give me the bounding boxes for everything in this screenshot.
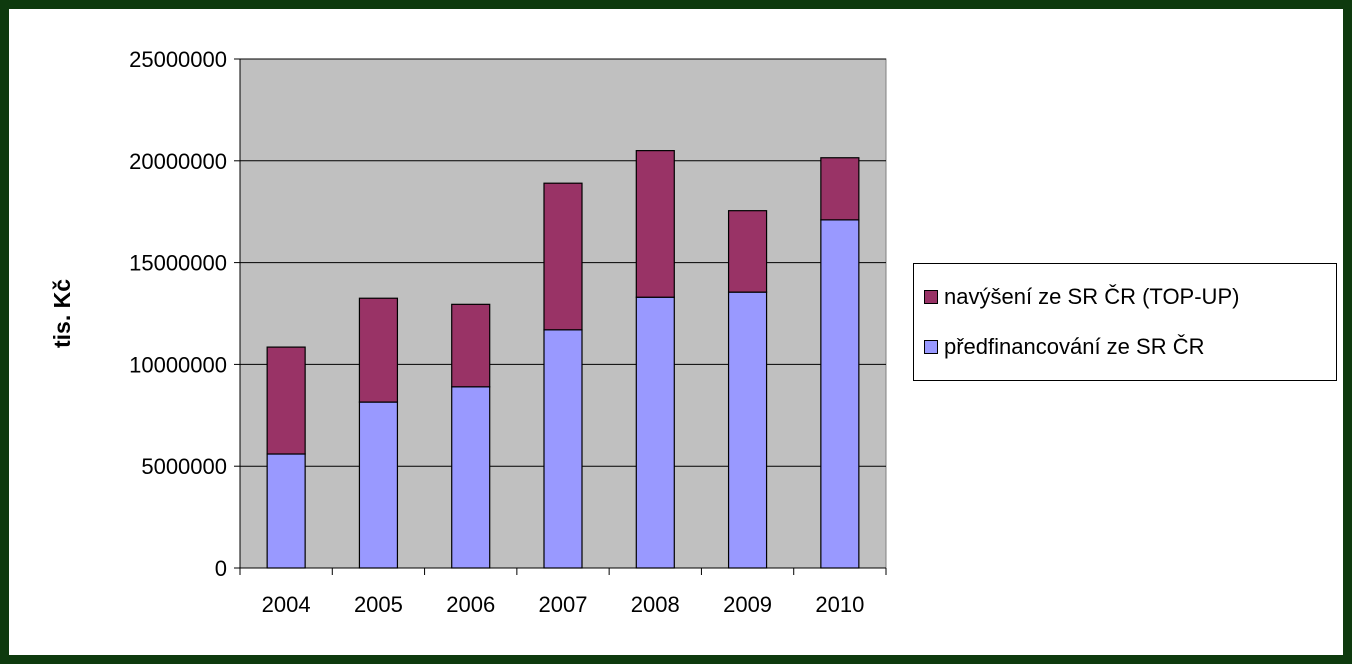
bar-top-up-2007 — [543, 182, 583, 331]
y-tick-label-4: 20000000 — [129, 149, 227, 174]
bar-top-up-2008 — [635, 150, 675, 298]
legend-swatch-prefinancing — [924, 340, 938, 354]
y-axis-title: tis. Kč — [49, 279, 75, 348]
x-tick-label-2004: 2004 — [262, 592, 311, 617]
bar-prefinancing-2010 — [820, 219, 860, 569]
bar-top-up-2006 — [451, 303, 491, 388]
bar-top-up-2005 — [358, 297, 399, 403]
legend-item-top-up: navýšení ze SR ČR (TOP-UP) — [924, 282, 1239, 312]
bar-top-up-2010 — [820, 157, 860, 221]
x-tick-label-2006: 2006 — [446, 592, 495, 617]
y-tick-label-5: 25000000 — [129, 47, 227, 72]
bar-prefinancing-2006 — [451, 386, 491, 569]
bar-prefinancing-2009 — [727, 291, 768, 569]
bar-chart: 0 5000000 10000000 15000000 20000000 25000000… — [49, 47, 887, 617]
legend-item-prefinancing: předfinancování ze SR ČR — [924, 332, 1204, 362]
bar-top-up-2004 — [266, 346, 306, 455]
x-tick-label-2010: 2010 — [815, 592, 864, 617]
x-tick-label-2007: 2007 — [539, 592, 588, 617]
legend-label-prefinancing: předfinancování ze SR ČR — [944, 334, 1205, 359]
x-tick-label-2005: 2005 — [354, 592, 403, 617]
legend-swatch-top-up — [924, 290, 938, 304]
chart-frame: 0 5000000 10000000 15000000 20000000 25000000… — [9, 9, 1343, 655]
x-tick-label-2009: 2009 — [723, 592, 772, 617]
legend: navýšení ze SR ČR (TOP-UP) předfinancová… — [913, 263, 1337, 381]
x-tick-label-2008: 2008 — [631, 592, 680, 617]
y-tick-label-3: 15000000 — [129, 251, 227, 276]
bar-prefinancing-2008 — [635, 296, 675, 569]
y-tick-label-0: 0 — [215, 556, 227, 581]
bar-top-up-2009 — [727, 210, 768, 293]
bar-prefinancing-2004 — [266, 453, 306, 569]
y-tick-label-2: 10000000 — [129, 352, 227, 377]
bar-prefinancing-2005 — [358, 401, 399, 569]
legend-label-top-up: navýšení ze SR ČR (TOP-UP) — [944, 284, 1240, 309]
bar-prefinancing-2007 — [543, 329, 583, 569]
y-tick-label-1: 5000000 — [141, 454, 227, 479]
